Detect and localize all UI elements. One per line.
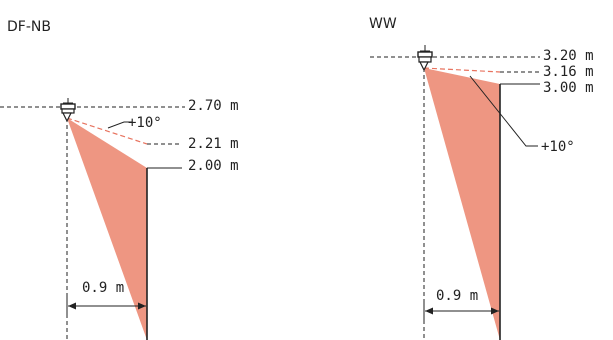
sensor-icon xyxy=(418,45,432,70)
height-label-2-70: 2.70 m xyxy=(188,98,239,114)
angle-label: +10° xyxy=(128,115,162,131)
arrow-left-icon xyxy=(68,303,76,310)
height-label-3-00: 3.00 m xyxy=(543,80,594,96)
distance-label: 0.9 m xyxy=(82,280,124,296)
distance-label: 0.9 m xyxy=(436,288,478,304)
arrow-left-icon xyxy=(425,308,433,315)
angle-label: +10° xyxy=(541,139,575,155)
height-label-3-20: 3.20 m xyxy=(543,48,594,64)
sensor-icon xyxy=(61,98,75,121)
panel-title-ww: WW xyxy=(369,16,397,32)
panel-ww: WW 3.20 m 3.16 m 3.00 m +10° 0.9 m xyxy=(369,16,594,340)
height-label-3-16: 3.16 m xyxy=(543,64,594,80)
panel-title-df-nb: DF-NB xyxy=(7,19,51,35)
height-label-2-00: 2.00 m xyxy=(188,158,239,174)
panel-df-nb: DF-NB 2.70 m 2.21 m 2.00 m +10° xyxy=(0,19,262,340)
beam-cone xyxy=(67,118,147,340)
height-label-2-21: 2.21 m xyxy=(188,136,239,152)
